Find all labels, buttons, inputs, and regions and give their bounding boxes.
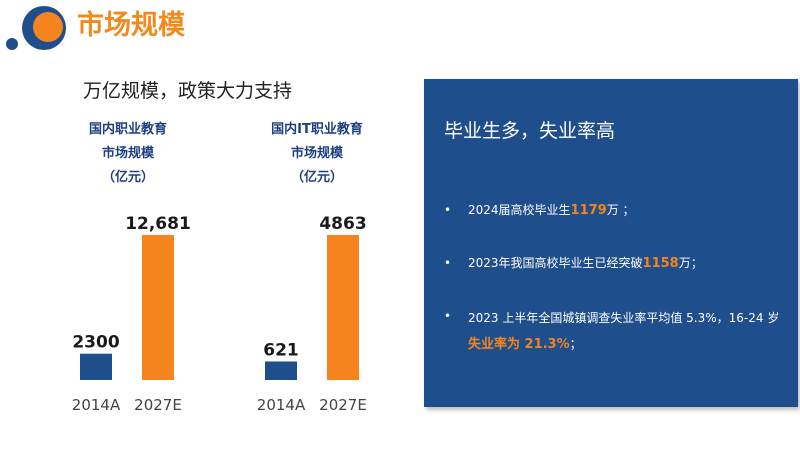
data-label-2027E: 4863 <box>319 214 366 234</box>
chart-1-title: 国内职业教育 市场规模 （亿元） <box>68 118 188 190</box>
bullet-text-3: 2023 上半年全国城镇调查失业率平均值 5.3%，16-24 岁失业率为 21… <box>468 311 780 352</box>
bullet-text-1: 2024届高校毕业生1179万 ； <box>468 203 635 218</box>
chart-1: 2300 2014A 12,681 2027E <box>60 210 210 420</box>
chart-2-title-line-3: （亿元） <box>290 170 343 185</box>
chart-2: 621 2014A 4863 2027E <box>245 210 395 420</box>
bullet-dot-icon: • <box>444 309 452 323</box>
logo-circles-icon <box>6 6 66 50</box>
highlight-value: 失业率为 21.3% <box>468 337 570 352</box>
bar-2014A <box>80 353 112 380</box>
category-label-2027E: 2027E <box>134 396 182 414</box>
chart-2-title-line-2: 市场规模 <box>290 146 343 161</box>
bar-2014A <box>265 361 297 380</box>
highlight-value: 1158 <box>642 256 679 271</box>
data-label-2014A: 2300 <box>72 333 119 353</box>
bullet-dot-icon: • <box>444 203 452 217</box>
bullet-item-2: • 2023年我国高校毕业生已经突破1158万； <box>444 252 784 274</box>
highlight-value: 1179 <box>570 203 607 218</box>
category-label-2014A: 2014A <box>257 396 306 414</box>
bar-2027E <box>142 235 174 380</box>
page-title: 市场规模 <box>77 10 185 41</box>
data-label-2014A: 621 <box>263 340 299 360</box>
bar-2027E <box>327 235 359 380</box>
chart-2-svg: 621 2014A 4863 2027E <box>257 214 367 414</box>
bullet-item-1: • 2024届高校毕业生1179万 ； <box>444 199 784 221</box>
chart-1-title-line-1: 国内职业教育 <box>88 122 167 137</box>
chart-1-title-line-2: 市场规模 <box>101 146 154 161</box>
bullet-text-2: 2023年我国高校毕业生已经突破1158万； <box>468 256 703 271</box>
category-label-2014A: 2014A <box>72 396 121 414</box>
chart-2-title-line-1: 国内IT职业教育 <box>271 122 363 137</box>
data-label-2027E: 12,681 <box>125 214 191 234</box>
chart-1-svg: 2300 2014A 12,681 2027E <box>72 214 191 414</box>
category-label-2027E: 2027E <box>319 396 367 414</box>
bullet-item-3: • 2023 上半年全国城镇调查失业率平均值 5.3%，16-24 岁失业率为 … <box>444 305 784 355</box>
info-panel-title: 毕业生多，失业率高 <box>444 120 616 142</box>
chart-1-title-line-3: （亿元） <box>101 170 154 185</box>
chart-2-title: 国内IT职业教育 市场规模 （亿元） <box>252 118 382 190</box>
info-panel <box>424 79 798 407</box>
section-subtitle: 万亿规模，政策大力支持 <box>83 80 293 102</box>
bullet-dot-icon: • <box>444 256 452 270</box>
